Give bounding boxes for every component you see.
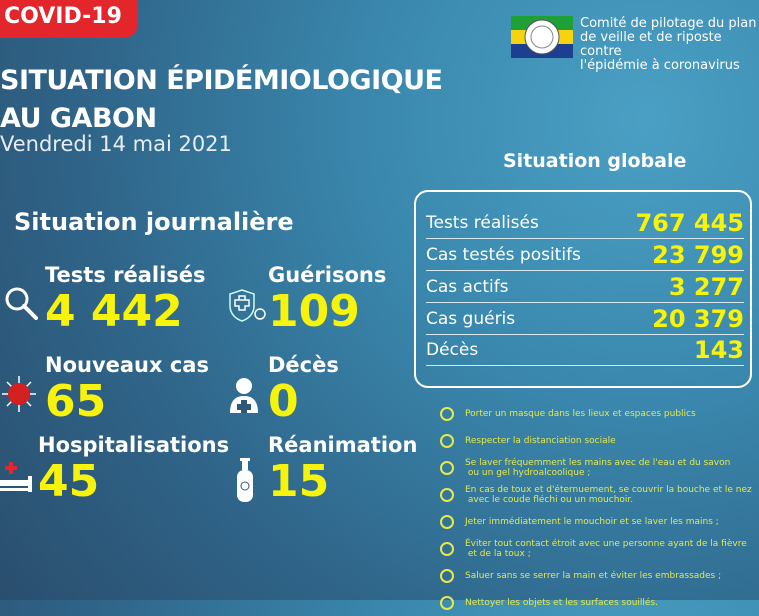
daily-label: Tests réalisés (45, 263, 206, 287)
daily-label: Nouveaux cas (45, 353, 209, 377)
title-line2: AU GABON (0, 103, 157, 134)
oxygen-tank-icon (237, 458, 253, 502)
daily-value: 45 (38, 456, 100, 507)
global-value: 767 445 (635, 208, 744, 237)
tip-item: Respecter la distanciation sociale (437, 427, 757, 454)
tip-line1: En cas de toux et d'éternuement, se couv… (465, 484, 752, 495)
tip-line2: avec le coude fléchi ou un mouchoir. (465, 494, 634, 505)
tip-text: Saluer sans se serrer la main et éviter … (465, 571, 721, 581)
tip-text: En cas de toux et d'éternuement, se couv… (465, 485, 752, 505)
daily-label: Hospitalisations (38, 433, 230, 457)
daily-value: 109 (268, 286, 360, 337)
tip-line1: Se laver fréquemment les mains avec de l… (465, 457, 731, 468)
daily-value: 4 442 (45, 286, 183, 337)
global-value: 143 (693, 335, 744, 364)
title-line1: SITUATION ÉPIDÉMIOLOGIQUE (0, 65, 443, 96)
tip-item: Éviter tout contact étroit avec une pers… (437, 535, 757, 562)
distancing-icon (440, 541, 454, 556)
distancing-icon (440, 433, 454, 448)
daily-label: Guérisons (268, 263, 387, 287)
daily-heading: Situation journalière (14, 208, 294, 236)
daily-label: Décès (268, 353, 339, 377)
global-label: Cas testés positifs (426, 244, 581, 265)
tip-line2: ou un gel hydroalcoolique ; (465, 467, 591, 478)
tip-text: Porter un masque dans les lieux et espac… (465, 409, 696, 419)
page-title: SITUATION ÉPIDÉMIOLOGIQUE AU GABON (0, 62, 443, 138)
shield-cross-icon (229, 289, 266, 322)
global-row: Tests réalisés 767 445 (426, 207, 744, 239)
covid-badge: COVID-19 (0, 0, 138, 38)
virus-icon (2, 376, 36, 412)
daily-value: 0 (268, 376, 299, 427)
tip-line1: Saluer sans se serrer la main et éviter … (465, 570, 722, 581)
global-label: Cas actifs (426, 276, 509, 297)
tip-text: Respecter la distanciation sociale (465, 436, 616, 446)
tip-line1: Jeter immédiatement le mouchoir et se la… (465, 516, 719, 527)
tip-text: Se laver fréquemment les mains avec de l… (465, 458, 730, 478)
global-table: Tests réalisés 767 445 Cas testés positif… (414, 190, 752, 388)
global-value: 20 379 (652, 304, 744, 333)
mask-icon (440, 406, 454, 421)
prevention-tips: Porter un masque dans les lieux et espac… (437, 400, 757, 616)
global-label: Décès (426, 339, 479, 360)
tip-line1: Porter un masque dans les lieux et espac… (465, 408, 696, 419)
daily-value: 65 (45, 376, 107, 427)
cough-icon (440, 487, 454, 502)
gabon-flag-logo (511, 16, 573, 58)
tip-item: Jeter immédiatement le mouchoir et se la… (437, 508, 757, 535)
magnifier-icon (5, 287, 38, 320)
org-line3: l'épidémie à coronavirus (580, 58, 740, 73)
tip-item: En cas de toux et d'éternuement, se couv… (437, 481, 757, 508)
tip-item: Porter un masque dans les lieux et espac… (437, 400, 757, 427)
report-date: Vendredi 14 mai 2021 (0, 132, 232, 156)
tip-line1: Éviter tout contact étroit avec une pers… (465, 538, 747, 549)
global-label: Cas guéris (426, 308, 516, 329)
tip-item: Se laver fréquemment les mains avec de l… (437, 454, 757, 481)
global-row: Cas testés positifs 23 799 (426, 239, 744, 271)
person-cross-icon (230, 378, 258, 413)
global-row: Cas guéris 20 379 (426, 303, 744, 335)
global-label: Tests réalisés (426, 212, 539, 233)
org-line2: de veille et de riposte contre (580, 30, 722, 59)
daily-value: 15 (268, 456, 330, 507)
global-row: Cas actifs 3 277 (426, 271, 744, 303)
global-heading: Situation globale (503, 150, 687, 172)
daily-label: Réanimation (268, 433, 418, 457)
organization-name: Comité de pilotage du plan de veille et … (580, 17, 759, 73)
cleaning-icon (440, 595, 454, 610)
tip-item: Saluer sans se serrer la main et éviter … (437, 562, 757, 589)
tip-line1: Nettoyer les objets et les surfaces soui… (465, 597, 658, 608)
global-row: Décès 143 (426, 334, 744, 366)
tip-text: Éviter tout contact étroit avec une pers… (465, 539, 747, 559)
global-value: 3 277 (668, 272, 744, 301)
hospital-bed-icon (0, 462, 32, 492)
tip-text: Nettoyer les objets et les surfaces soui… (465, 598, 658, 608)
handwash-icon (440, 514, 454, 529)
tip-text: Jeter immédiatement le mouchoir et se la… (465, 517, 719, 527)
tip-line1: Respecter la distanciation sociale (465, 435, 616, 446)
tip-line2: et de la toux ; (465, 548, 531, 559)
no-handshake-icon (440, 568, 454, 583)
global-value: 23 799 (652, 240, 744, 269)
tip-item: Nettoyer les objets et les surfaces soui… (437, 589, 757, 616)
handwash-icon (440, 460, 454, 475)
org-line1: Comité de pilotage du plan (580, 16, 757, 31)
